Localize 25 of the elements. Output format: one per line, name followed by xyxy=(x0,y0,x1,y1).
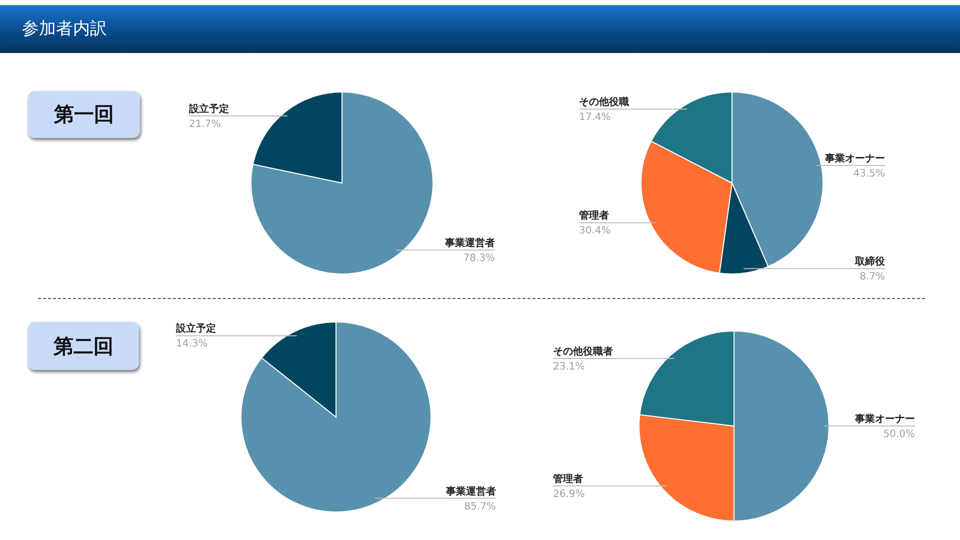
data-label: 8.7% xyxy=(860,272,885,283)
slice-label: 事業運営者 xyxy=(445,485,496,498)
slice-label: 事業オーナー xyxy=(824,152,885,164)
pie-slice xyxy=(240,322,432,512)
slice-label: 事業オーナー xyxy=(854,413,915,425)
slice-label: 管理者 xyxy=(578,210,609,222)
text: 参加者内訳 xyxy=(22,18,107,41)
data-label: 23.1% xyxy=(553,361,585,372)
pie-slice xyxy=(250,92,434,274)
slice-label: 事業運営者 xyxy=(444,237,495,250)
data-label: 30.4% xyxy=(579,226,611,237)
data-label: 26.9% xyxy=(553,488,585,500)
data-label: 78.3% xyxy=(463,253,495,264)
data-label: 14.3% xyxy=(176,338,208,350)
slice-label: 設立予定 xyxy=(188,102,229,115)
data-label: 43.5% xyxy=(853,168,885,180)
slice-label: その他役職 xyxy=(579,96,629,108)
slice-label: 管理者 xyxy=(552,472,583,485)
slice-label: その他役職者 xyxy=(553,345,613,358)
data-label: 17.4% xyxy=(579,112,611,124)
slice-label: 設立予定 xyxy=(175,322,216,335)
slice-label: 取締役 xyxy=(854,256,886,268)
data-label: 21.7% xyxy=(189,118,221,130)
data-label: 50.0% xyxy=(883,429,915,440)
data-label: 85.7% xyxy=(464,501,496,512)
